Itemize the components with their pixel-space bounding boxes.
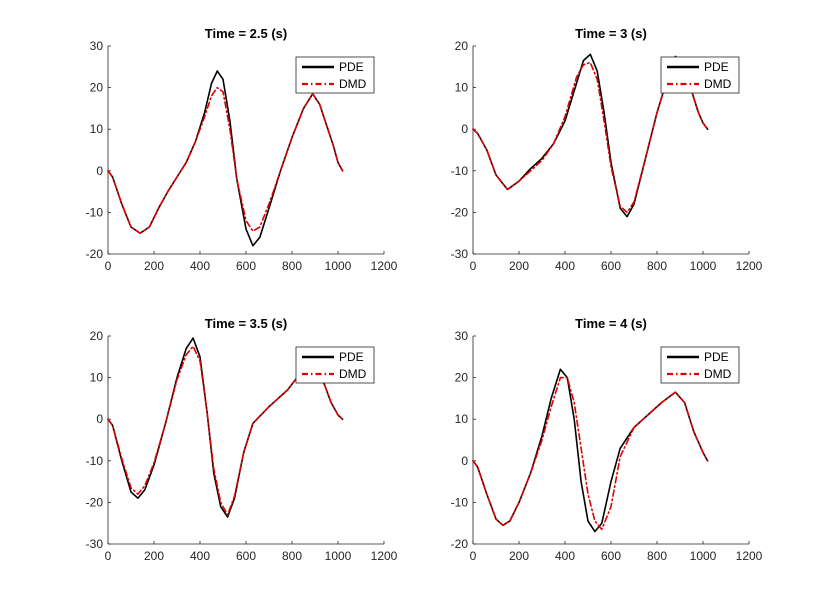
y-tick-label: 30 <box>90 39 104 53</box>
y-tick-label: -20 <box>86 495 104 509</box>
legend-label-dmd: DMD <box>704 367 732 381</box>
x-tick-label: 400 <box>555 259 575 273</box>
x-tick-label: 0 <box>470 259 477 273</box>
y-tick-label: 20 <box>455 371 469 385</box>
legend-box <box>295 346 375 384</box>
subplot-1: 0 200 400 600 800 1000 1200 -20 -10 0 10 20 30 Time =… <box>86 26 398 273</box>
x-tick-label: 200 <box>509 549 529 563</box>
x-tick-label: 200 <box>144 259 164 273</box>
legend: PDE DMD <box>295 56 375 94</box>
legend-label-pde: PDE <box>704 350 729 364</box>
x-tick-label: 1000 <box>690 549 717 563</box>
y-tick-label: -30 <box>451 247 469 261</box>
x-tick-label: 1000 <box>325 549 352 563</box>
series-line-pde <box>107 70 344 247</box>
x-tick-label: 1200 <box>371 549 398 563</box>
y-tick-label: 20 <box>90 329 104 343</box>
legend-box <box>660 56 740 94</box>
y-tick-label: -30 <box>86 537 104 551</box>
subplot-title: Time = 4 (s) <box>575 316 647 331</box>
x-tick-label: 0 <box>470 549 477 563</box>
legend: PDE DMD <box>660 346 740 384</box>
y-tick-label: 10 <box>455 412 469 426</box>
y-tick-label: 10 <box>455 81 469 95</box>
x-tick-label: 200 <box>509 259 529 273</box>
x-tick-label: 800 <box>647 259 667 273</box>
subplot-title: Time = 3.5 (s) <box>205 316 288 331</box>
subplot-title: Time = 2.5 (s) <box>205 26 288 41</box>
x-tick-label: 400 <box>555 549 575 563</box>
x-tick-label: 600 <box>236 549 256 563</box>
y-tick-label: 0 <box>461 454 468 468</box>
y-tick-label: 0 <box>96 164 103 178</box>
series-line-dmd <box>107 86 344 234</box>
y-tick-label: 10 <box>90 122 104 136</box>
subplot-2: 0 200 400 600 800 1000 1200 -30 -20 -10 0 10 20 Time … <box>451 26 763 273</box>
legend-label-pde: PDE <box>339 350 364 364</box>
y-tick-label: -10 <box>86 454 104 468</box>
y-tick-label: 0 <box>96 412 103 426</box>
y-tick-label: -10 <box>86 205 104 219</box>
legend-label-dmd: DMD <box>704 77 732 91</box>
y-tick-label: 30 <box>455 329 469 343</box>
x-tick-label: 600 <box>601 549 621 563</box>
legend-box <box>295 56 375 94</box>
legend-label-pde: PDE <box>704 60 729 74</box>
x-tick-label: 0 <box>105 549 112 563</box>
x-tick-label: 0 <box>105 259 112 273</box>
subplot-3: 0 200 400 600 800 1000 1200 -30 -20 -10 0 10 20 Time … <box>86 316 398 563</box>
x-tick-label: 400 <box>190 259 210 273</box>
x-tick-label: 200 <box>144 549 164 563</box>
x-tick-label: 1000 <box>325 259 352 273</box>
series-line-dmd <box>472 376 709 531</box>
y-tick-label: -10 <box>451 164 469 178</box>
legend-box <box>660 346 740 384</box>
y-tick-label: -20 <box>86 247 104 261</box>
y-tick-label: 10 <box>90 371 104 385</box>
x-tick-label: 800 <box>282 549 302 563</box>
subplot-4: 0 200 400 600 800 1000 1200 -20 -10 0 10 20 30 Time =… <box>451 316 763 563</box>
x-tick-label: 800 <box>282 259 302 273</box>
subplot-title: Time = 3 (s) <box>575 26 647 41</box>
legend: PDE DMD <box>295 346 375 384</box>
x-tick-label: 600 <box>601 259 621 273</box>
x-tick-label: 1200 <box>736 549 763 563</box>
y-tick-label: -20 <box>451 205 469 219</box>
x-tick-label: 600 <box>236 259 256 273</box>
y-tick-label: 20 <box>90 81 104 95</box>
x-tick-label: 800 <box>647 549 667 563</box>
y-tick-label: -20 <box>451 537 469 551</box>
y-tick-label: 0 <box>461 122 468 136</box>
x-tick-label: 1200 <box>736 259 763 273</box>
legend: PDE DMD <box>660 56 740 94</box>
legend-label-dmd: DMD <box>339 77 367 91</box>
y-tick-label: 20 <box>455 39 469 53</box>
x-tick-label: 1000 <box>690 259 717 273</box>
legend-label-dmd: DMD <box>339 367 367 381</box>
legend-label-pde: PDE <box>339 60 364 74</box>
y-tick-label: -10 <box>451 495 469 509</box>
x-tick-label: 1200 <box>371 259 398 273</box>
x-tick-label: 400 <box>190 549 210 563</box>
